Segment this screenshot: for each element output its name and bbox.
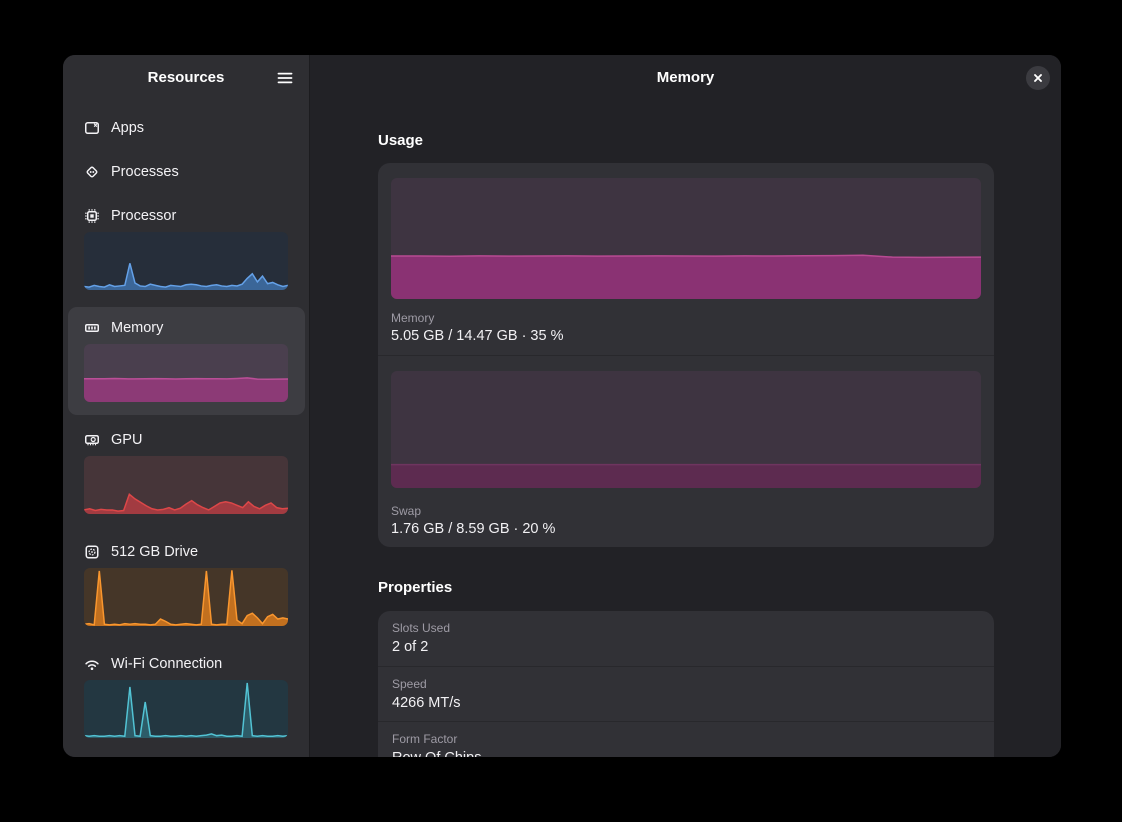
gpu-icon: [85, 435, 99, 446]
row-divider: [378, 721, 994, 722]
properties-card: Slots Used 2 of 2 Speed 4266 MT/s Form F…: [378, 611, 994, 757]
memory-sparkline: [84, 344, 288, 402]
usage-card: Memory 5.05 GB / 14.47 GB · 35 % Swap 1.…: [378, 163, 994, 547]
sidebar-item-label: GPU: [111, 432, 143, 448]
page-title: Memory: [656, 69, 715, 86]
memory-meter-value: 5.05 GB / 14.47 GB · 35 %: [391, 328, 564, 344]
swap-meter-value: 1.76 GB / 8.59 GB · 20 %: [391, 521, 556, 537]
sidebar-item-label: Processes: [111, 164, 179, 180]
property-value: 2 of 2: [392, 639, 429, 655]
processor-sparkline: [84, 232, 288, 290]
close-icon: [1034, 74, 1042, 82]
main-header: Memory: [310, 55, 1061, 101]
meter-divider: [378, 355, 994, 356]
processes-icon: [86, 166, 98, 178]
resources-window: Resources Apps: [63, 55, 1061, 757]
sidebar-item-processor[interactable]: Processor: [84, 205, 176, 227]
sidebar-item-processes[interactable]: Processes: [84, 161, 179, 183]
memory-usage-graph: [391, 178, 981, 299]
properties-heading: Properties: [378, 579, 453, 596]
usage-heading: Usage: [378, 132, 424, 149]
property-value: Row Of Chips: [392, 750, 481, 757]
sidebar-item-label: Wi-Fi Connection: [111, 656, 223, 672]
sidebar-item-gpu[interactable]: GPU: [84, 429, 142, 451]
property-label: Speed: [392, 677, 427, 691]
memory-meter-caption: Memory: [391, 311, 435, 325]
swap-usage-graph: [391, 371, 981, 488]
property-row-speed: Speed 4266 MT/s: [378, 667, 994, 722]
drive-sparkline: [84, 568, 288, 626]
main-menu-button[interactable]: [271, 64, 299, 92]
sidebar: Resources Apps: [63, 55, 310, 757]
memory-page-content: Usage Memory 5.05 GB / 14.47 GB · 35 % S…: [310, 101, 1061, 757]
swap-meter: Swap 1.76 GB / 8.59 GB · 20 %: [378, 356, 994, 548]
property-label: Slots Used: [392, 621, 451, 635]
memory-meter: Memory 5.05 GB / 14.47 GB · 35 %: [378, 163, 994, 355]
processor-icon: [85, 209, 99, 223]
sidebar-item-drive[interactable]: 512 GB Drive: [84, 541, 198, 563]
property-row-form-factor: Form Factor Row Of Chips: [378, 722, 994, 757]
row-divider: [378, 666, 994, 667]
apps-icon: [85, 122, 99, 134]
swap-meter-caption: Swap: [391, 504, 422, 518]
property-value: 4266 MT/s: [392, 695, 461, 711]
property-label: Form Factor: [392, 732, 458, 746]
sidebar-title: Resources: [147, 69, 225, 86]
gpu-sparkline: [84, 456, 288, 514]
wifi-sparkline: [84, 680, 288, 738]
sidebar-item-label: Memory: [111, 320, 164, 336]
property-row-slots-used: Slots Used 2 of 2: [378, 611, 994, 666]
memory-icon: [85, 324, 99, 332]
close-button[interactable]: [1026, 66, 1050, 90]
sidebar-header: Resources: [63, 55, 309, 101]
sidebar-item-memory[interactable]: Memory: [84, 317, 163, 339]
memory-pane: Memory Usage Memory 5.05 GB / 14.47 GB ·…: [310, 55, 1061, 757]
sidebar-item-wifi[interactable]: Wi-Fi Connection: [84, 653, 222, 675]
sidebar-item-apps[interactable]: Apps: [84, 117, 144, 139]
sidebar-item-label: Processor: [111, 208, 177, 224]
sidebar-item-label: 512 GB Drive: [111, 544, 199, 560]
drive-icon: [85, 545, 99, 559]
hamburger-icon: [277, 72, 293, 84]
wifi-icon: [85, 660, 99, 670]
sidebar-item-label: Apps: [111, 120, 145, 136]
